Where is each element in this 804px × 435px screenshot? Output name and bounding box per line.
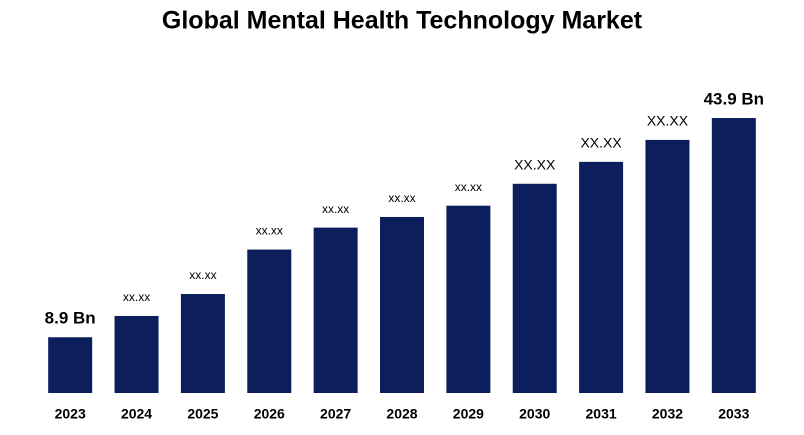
x-tick-label: 2027 [320,406,351,422]
bar [579,161,624,393]
bar [114,315,159,393]
value-label: xx.xx [388,191,415,205]
bar [711,118,756,393]
x-tick-label: 2026 [254,406,285,422]
bar [446,205,491,393]
value-label: 8.9 Bn [45,309,96,328]
bar [180,294,225,393]
x-tick-label: 2023 [55,406,86,422]
chart-title: Global Mental Health Technology Market [162,7,643,35]
value-label: xx.xx [256,224,283,238]
x-tick-label: 2029 [453,406,484,422]
bar [512,183,557,393]
x-tick-label: 2031 [586,406,617,422]
bar [247,249,292,393]
bar [380,216,424,393]
value-label: xx.xx [189,268,216,282]
bar [645,139,690,393]
value-label: XX.XX [647,113,689,129]
bar [313,227,358,393]
bar [48,337,93,393]
x-tick-label: 2025 [187,406,218,422]
value-label: xx.xx [322,202,349,216]
value-label: XX.XX [580,135,622,151]
value-label: xx.xx [455,180,482,194]
x-tick-label: 2024 [121,406,152,422]
x-tick-label: 2028 [386,406,417,422]
value-label: XX.XX [514,156,556,172]
value-label: 43.9 Bn [704,89,764,108]
x-tick-label: 2030 [519,406,550,422]
value-label: xx.xx [123,290,150,304]
x-tick-label: 2032 [652,406,683,422]
x-tick-label: 2033 [718,406,749,422]
